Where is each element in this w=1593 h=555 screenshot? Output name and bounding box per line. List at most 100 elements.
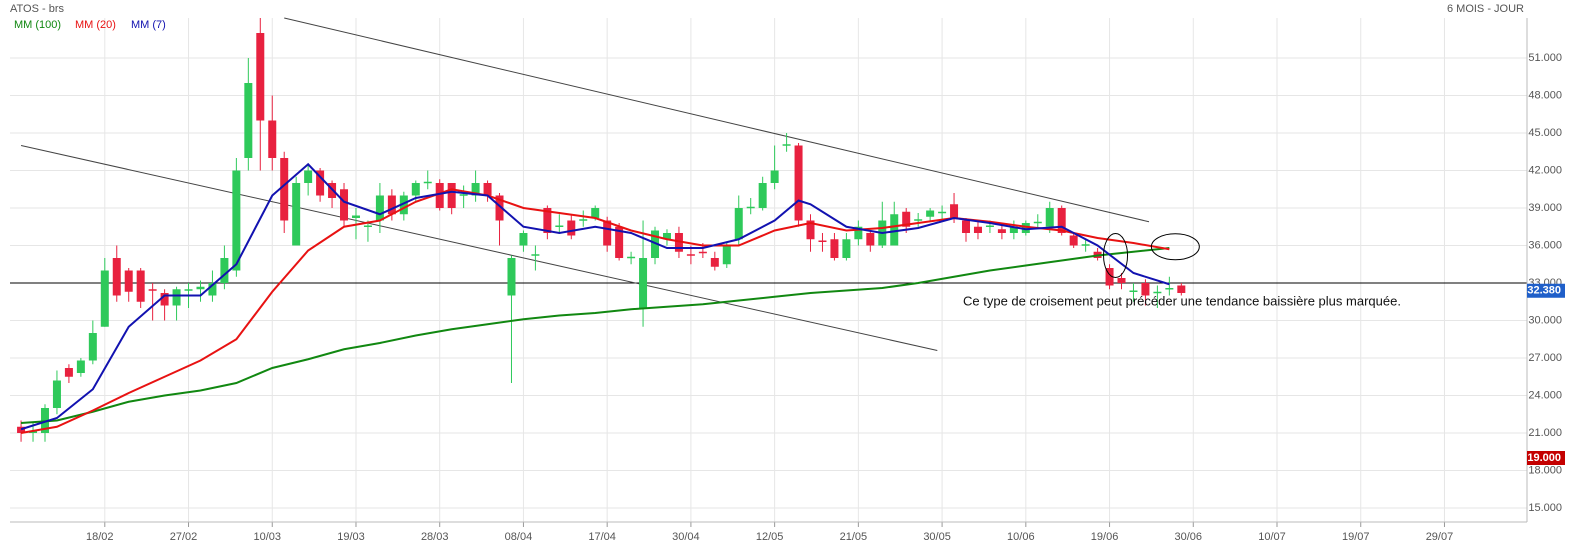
candle-body	[997, 229, 1006, 233]
candle-body	[351, 215, 360, 218]
candle-body	[112, 258, 121, 296]
candle-body	[375, 195, 384, 221]
x-tick-label: 10/03	[253, 531, 281, 543]
candle-body	[292, 183, 301, 246]
candle-body	[471, 183, 480, 196]
y-tick-label: 24.000	[1528, 389, 1562, 401]
candle-body	[399, 195, 408, 215]
candle-body	[1009, 226, 1018, 233]
candle-body	[280, 158, 289, 221]
y-tick-label: 15.000	[1528, 502, 1562, 514]
candle-body	[938, 211, 947, 214]
candle-body	[340, 189, 349, 221]
y-tick-label: 42.000	[1528, 164, 1562, 176]
x-tick-label: 30/06	[1175, 531, 1203, 543]
candle-body	[758, 183, 767, 208]
x-tick-label: 10/07	[1258, 531, 1286, 543]
candle-body	[531, 254, 540, 256]
candle-body	[1141, 283, 1150, 296]
y-tick-label: 27.000	[1528, 352, 1562, 364]
candle-body	[148, 289, 157, 291]
candle-body	[1021, 223, 1030, 233]
y-tick-label: 30.000	[1528, 314, 1562, 326]
highlight-ellipse	[1103, 233, 1129, 278]
candle-body	[746, 206, 755, 209]
candle-body	[579, 219, 588, 221]
x-tick-label: 29/07	[1426, 531, 1454, 543]
price-badge	[1527, 283, 1565, 298]
candle-body	[1117, 278, 1126, 283]
candle-body	[1057, 208, 1066, 233]
x-tick-label: 30/05	[923, 531, 951, 543]
candle-body	[782, 144, 791, 146]
candle-body	[770, 170, 779, 183]
candle-body	[519, 233, 528, 246]
candle-body	[220, 258, 229, 283]
candle-body	[555, 225, 564, 227]
candle-body	[543, 208, 552, 233]
moving-average	[20, 162, 1170, 431]
candle-body	[627, 256, 636, 259]
y-tick-label: 48.000	[1528, 89, 1562, 101]
candle-body	[423, 181, 432, 184]
candle-body	[304, 170, 313, 183]
candle-body	[866, 233, 875, 246]
candle-body	[854, 226, 863, 240]
candle-body	[615, 226, 624, 258]
candle-body	[674, 233, 683, 252]
y-tick-label: 39.000	[1528, 202, 1562, 214]
legend-entry: MM (100)	[14, 19, 61, 31]
candle-body	[256, 33, 265, 121]
axes: 18/02 27/02 10/03 19/03 28/03 08/04 17/04 30/04…	[10, 18, 1565, 543]
candle-body	[483, 183, 492, 196]
y-tick-label: 45.000	[1528, 127, 1562, 139]
candle-body	[160, 293, 169, 306]
x-tick-label: 27/02	[170, 531, 198, 543]
x-tick-label: 19/07	[1342, 531, 1370, 543]
candle-body	[136, 270, 145, 302]
candle-body	[973, 226, 982, 233]
x-tick-label: 21/05	[840, 531, 868, 543]
annotation: Ce type de croisement peut précéder une …	[963, 293, 1401, 308]
candle-body	[495, 195, 504, 221]
candle-body	[985, 225, 994, 227]
candle-body	[698, 251, 707, 254]
candle-body	[926, 210, 935, 217]
highlight-ellipse	[1150, 233, 1200, 261]
y-tick-label: 36.000	[1528, 239, 1562, 251]
candle-body	[244, 83, 253, 158]
candle-body	[316, 170, 325, 196]
candle-body	[902, 211, 911, 227]
moving-average	[20, 247, 1170, 424]
chart-title: ATOS - brs	[10, 3, 64, 15]
candle-body	[639, 258, 648, 308]
candle-body	[1153, 291, 1162, 294]
candle-body	[603, 220, 612, 246]
candle-body	[124, 270, 133, 292]
candle-body	[17, 426, 26, 433]
x-tick-label: 18/02	[86, 531, 114, 543]
y-tick-label: 18.000	[1528, 464, 1562, 476]
candle-body	[459, 194, 468, 196]
candle-body	[232, 170, 241, 271]
candle-body	[1045, 208, 1054, 227]
marks	[10, 17, 1527, 442]
candle-body	[1033, 221, 1042, 224]
candle-body	[710, 258, 719, 267]
candle-body	[52, 380, 61, 408]
candle-body	[722, 245, 731, 265]
candle-body	[411, 183, 420, 196]
candle-body	[507, 258, 516, 296]
candle-body	[1069, 235, 1078, 246]
candle-body	[64, 368, 73, 377]
candle-body	[591, 208, 600, 218]
x-tick-label: 10/06	[1007, 531, 1035, 543]
candle-body	[1129, 290, 1138, 292]
y-tick-label: 21.000	[1528, 427, 1562, 439]
candle-body	[662, 233, 671, 240]
candle-body	[76, 360, 85, 373]
y-tick-label: 51.000	[1528, 52, 1562, 64]
candle-body	[196, 286, 205, 290]
